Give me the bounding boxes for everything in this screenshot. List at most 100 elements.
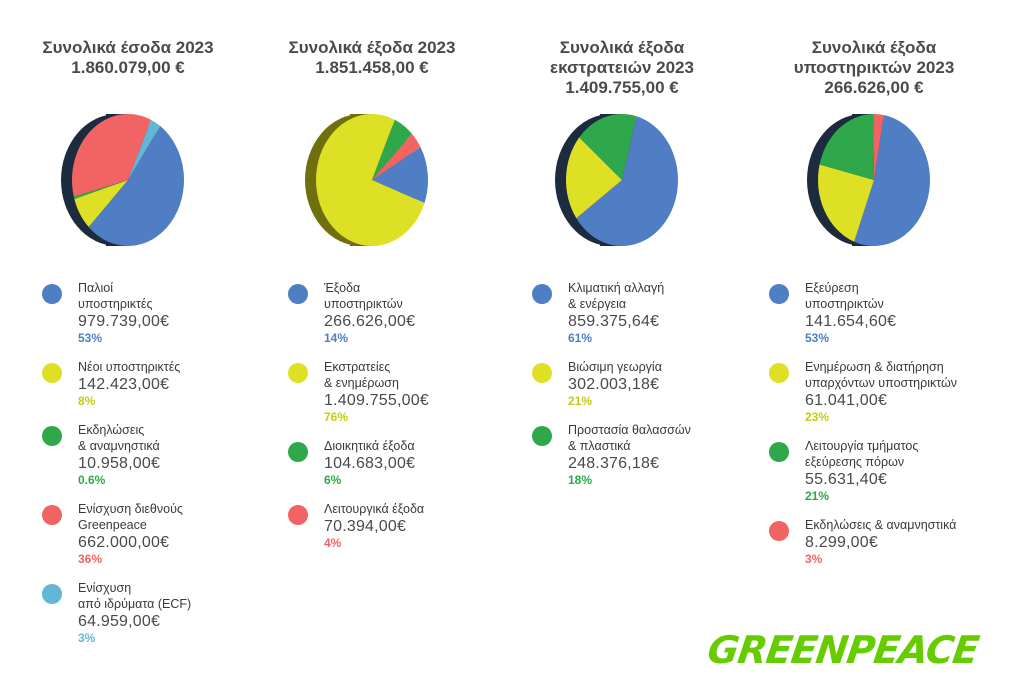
chart-title-4: Συνολικά έξοδα υποστηρικτών 2023 266.626… — [746, 38, 1002, 98]
legend-dot — [42, 584, 62, 604]
pie-slice — [88, 125, 184, 246]
legend-item: Εκδηλώσεις & αναμνηστικά 10.958,00€ 0.6% — [42, 422, 242, 487]
legend-dot — [532, 363, 552, 383]
pie-slice — [818, 164, 874, 242]
pie-slice — [576, 116, 678, 246]
pie-chart-4 — [807, 114, 930, 246]
legend-label-line: Έξοδα — [324, 281, 361, 295]
legend-dot — [532, 284, 552, 304]
legend-item: Λειτουργικά έξοδα 70.394,00€ 4% — [288, 501, 488, 550]
pie-slice — [819, 114, 874, 180]
legend-value: 979.739,00€ — [78, 313, 170, 330]
title-line: Συνολικά έσοδα 2023 — [42, 38, 214, 57]
legend-value: 55.631,40€ — [805, 471, 888, 488]
legend-value: 266.626,00€ — [324, 313, 416, 330]
chart-column-2: Συνολικά έξοδα 2023 1.851.458,00 € — [244, 0, 500, 690]
legend-dot — [42, 426, 62, 446]
legend-value: 662.000,00€ — [78, 534, 170, 551]
legend-percent: 14% — [324, 331, 349, 345]
legend-label: Ενημέρωση & διατήρηση υπαρχόντων υποστηρι… — [805, 359, 969, 391]
legend-item: Εκδηλώσεις & αναμνηστικά 8.299,00€ 3% — [769, 517, 969, 566]
legend-value: 70.394,00€ — [324, 518, 407, 535]
legend-label: Λειτουργικά έξοδα — [324, 501, 488, 517]
legend-percent: 53% — [805, 331, 830, 345]
legend-label-line: από ιδρύματα (ECF) — [78, 597, 192, 611]
legend-label-line: Εκστρατείες — [324, 360, 391, 374]
legend-label-line: Κλιματική αλλαγή — [568, 281, 665, 295]
pie-slice — [73, 180, 128, 199]
chart-column-1: Συνολικά έσοδα 2023 1.860.079,00 € — [0, 0, 256, 690]
pie-slice — [372, 133, 421, 180]
legend-item: Βιώσιμη γεωργία 302.003,18€ 21% — [532, 359, 732, 408]
legend-label-line: Λειτουργικά έξοδα — [324, 502, 425, 516]
legend-dot — [769, 363, 789, 383]
title-line: Συνολικά έξοδα — [811, 38, 937, 57]
legend-percent: 3% — [78, 631, 96, 645]
legend-dot — [769, 521, 789, 541]
legend-label: Νέοι υποστηρικτές — [78, 359, 242, 375]
legend-item: Εξεύρεση υποστηρικτών 141.654,60€ 53% — [769, 280, 969, 345]
pie-slice — [579, 114, 637, 180]
legend-label-line: υποστηρικτές — [78, 297, 153, 311]
legend-dot — [288, 363, 308, 383]
legend-item: Προστασία θαλασσών & πλαστικά 248.376,18€ 1… — [532, 422, 732, 487]
legend-percent: 18% — [568, 473, 593, 487]
legend-item: Ενίσχυση από ιδρύματα (ECF) 64.959,00€ 3% — [42, 580, 242, 645]
legend-value: 142.423,00€ — [78, 376, 170, 393]
legend-item: Παλιοί υποστηρικτές 979.739,00€ 53% — [42, 280, 242, 345]
legend-label-line: & ενέργεια — [568, 297, 627, 311]
legend-value: 248.376,18€ — [568, 455, 660, 472]
greenpeace-logo: GREENPEACE — [704, 628, 982, 672]
legend-item: Έξοδα υποστηρικτών 266.626,00€ 14% — [288, 280, 488, 345]
legend-percent: 23% — [805, 410, 830, 424]
legend-label: Ενίσχυση διεθνούς Greenpeace — [78, 501, 242, 533]
chart-title-3: Συνολικά έξοδα εκστρατειών 2023 1.409.75… — [494, 38, 750, 98]
legend-label: Λειτουργία τμήματος εξεύρεσης πόρων — [805, 438, 969, 470]
legend-value: 10.958,00€ — [78, 455, 161, 472]
title-line: Συνολικά έξοδα — [559, 38, 685, 57]
title-line: 1.860.079,00 € — [71, 58, 185, 77]
legend-label: Παλιοί υποστηρικτές — [78, 280, 242, 312]
legend-label: Ενίσχυση από ιδρύματα (ECF) — [78, 580, 242, 612]
legend-label-line: Νέοι υποστηρικτές — [78, 360, 181, 374]
title-line: εκστρατειών 2023 — [550, 58, 694, 77]
chart-title-1: Συνολικά έσοδα 2023 1.860.079,00 € — [0, 38, 256, 78]
legend-label-line: Προστασία θαλασσών — [568, 423, 691, 437]
legend-dot — [532, 426, 552, 446]
legend-label-line: υποστηρικτών — [324, 297, 403, 311]
legend-dot — [42, 284, 62, 304]
legend-label-line: & ενημέρωση — [324, 376, 399, 390]
legend-label: Προστασία θαλασσών & πλαστικά — [568, 422, 732, 454]
legend-label: Εξεύρεση υποστηρικτών — [805, 280, 969, 312]
chart-column-3: Συνολικά έξοδα εκστρατειών 2023 1.409.75… — [494, 0, 750, 690]
title-line: Συνολικά έξοδα 2023 — [288, 38, 456, 57]
chart-column-4: Συνολικά έξοδα υποστηρικτών 2023 266.626… — [746, 0, 1002, 690]
legend-dot — [288, 284, 308, 304]
legend-label-line: εξεύρεσης πόρων — [805, 455, 905, 469]
legend-label: Εκδηλώσεις & αναμνηστικά — [78, 422, 242, 454]
legend-item: Ενίσχυση διεθνούς Greenpeace 662.000,00€ 36… — [42, 501, 242, 566]
legend-dot — [42, 363, 62, 383]
legend-percent: 0.6% — [78, 473, 106, 487]
legend-label-line: & πλαστικά — [568, 439, 631, 453]
legend-percent: 4% — [324, 536, 342, 550]
legend-label: Εκστρατείες & ενημέρωση — [324, 359, 488, 391]
legend-label-line: Εξεύρεση — [805, 281, 859, 295]
title-line: υποστηρικτών 2023 — [793, 58, 955, 77]
legend-dot — [769, 284, 789, 304]
legend-label-line: & αναμνηστικά — [78, 439, 160, 453]
legend-label: Εκδηλώσεις & αναμνηστικά — [805, 517, 969, 533]
legend-label-line: Ενίσχυση διεθνούς — [78, 502, 183, 516]
legend-label-line: Βιώσιμη γεωργία — [568, 360, 662, 374]
pie-slice — [873, 114, 884, 180]
legend-label-line: Διοικητικά έξοδα — [324, 439, 415, 453]
legend-percent: 61% — [568, 331, 593, 345]
legend-label-line: υποστηρικτών — [805, 297, 884, 311]
legend-4: Εξεύρεση υποστηρικτών 141.654,60€ 53% Ενημέρ… — [769, 280, 969, 580]
legend-value: 64.959,00€ — [78, 613, 161, 630]
legend-percent: 36% — [78, 552, 103, 566]
legend-label: Κλιματική αλλαγή & ενέργεια — [568, 280, 732, 312]
legend-percent: 21% — [568, 394, 593, 408]
legend-label-line: Ενίσχυση — [78, 581, 132, 595]
legend-label: Έξοδα υποστηρικτών — [324, 280, 488, 312]
